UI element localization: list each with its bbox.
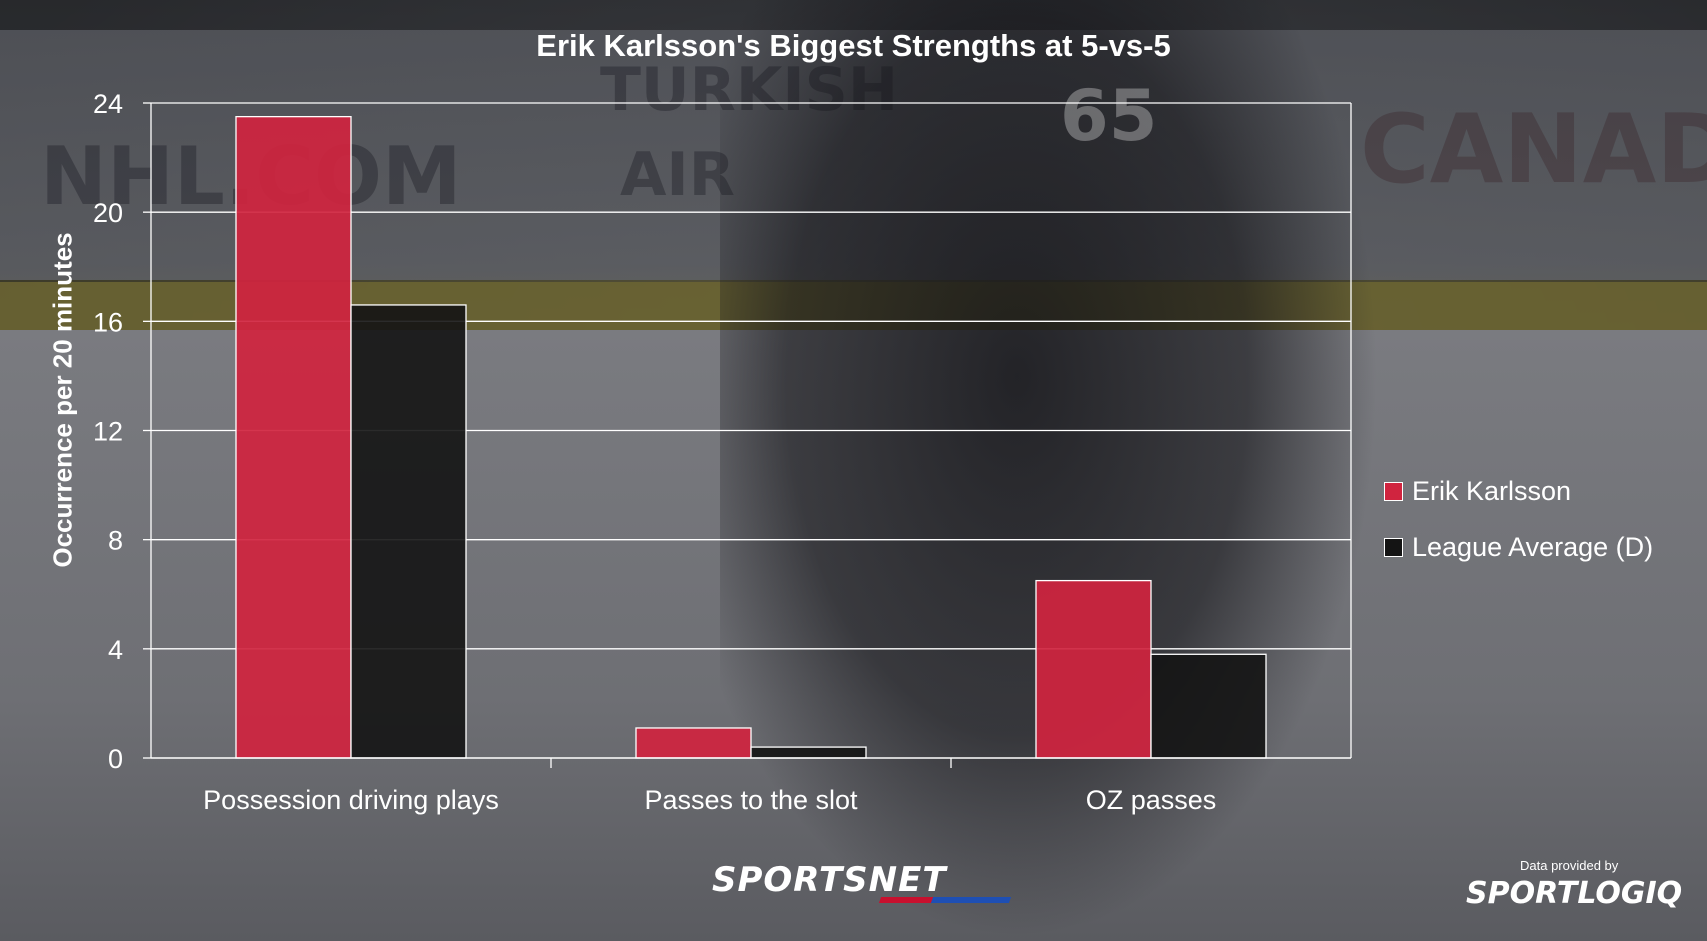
y-tick-label: 4 [108,635,123,665]
y-tick-label: 24 [93,89,123,119]
chart-title: Erik Karlsson's Biggest Strengths at 5-v… [536,28,1171,63]
y-tick-label: 12 [93,417,123,447]
background-ad-canada: CANADIA [1360,95,1707,205]
tick-labels: 0 4 8 12 16 20 24 Possession driving plays Passe… [93,89,1216,815]
background-player-silhouette [720,0,1380,941]
y-tick-label: 8 [108,526,123,556]
bar-league-average [750,746,867,759]
bar-league-average [1150,653,1267,759]
axes [143,102,1352,768]
data-provided-by-label: Data provided by [1520,858,1619,873]
sportsnet-logo-swoosh [878,897,1012,903]
background-jersey-number: 65 [1060,75,1158,157]
bar-league-average [350,304,467,759]
y-tick-label: 16 [93,307,123,337]
bar-karlsson [635,727,752,759]
bars [235,115,1267,759]
legend-swatch-karlsson [1384,481,1403,501]
bar-karlsson [235,115,352,759]
sportlogiq-logo: SPORTLOGIQ [1466,876,1683,911]
legend-label-league-average: League Average (D) [1412,531,1654,562]
y-tick-label: 0 [108,744,123,774]
background-ad-air: AIR [620,140,735,210]
legend-label-karlsson: Erik Karlsson [1412,475,1572,506]
sportsnet-logo: SPORTSNET [712,860,947,900]
legend-item-league-average: League Average (D) [1384,519,1653,575]
bar-karlsson [1035,579,1152,759]
x-tick-label: Possession driving plays [203,785,499,815]
legend: Erik Karlsson League Average (D) [1384,463,1653,575]
x-tick-label: Passes to the slot [644,785,858,815]
legend-item-karlsson: Erik Karlsson [1384,463,1653,519]
legend-swatch-league-average [1384,537,1403,557]
y-axis-label: Occurrence per 20 minutes [47,232,78,568]
x-tick-label: OZ passes [1086,785,1217,815]
y-tick-label: 20 [93,198,123,228]
